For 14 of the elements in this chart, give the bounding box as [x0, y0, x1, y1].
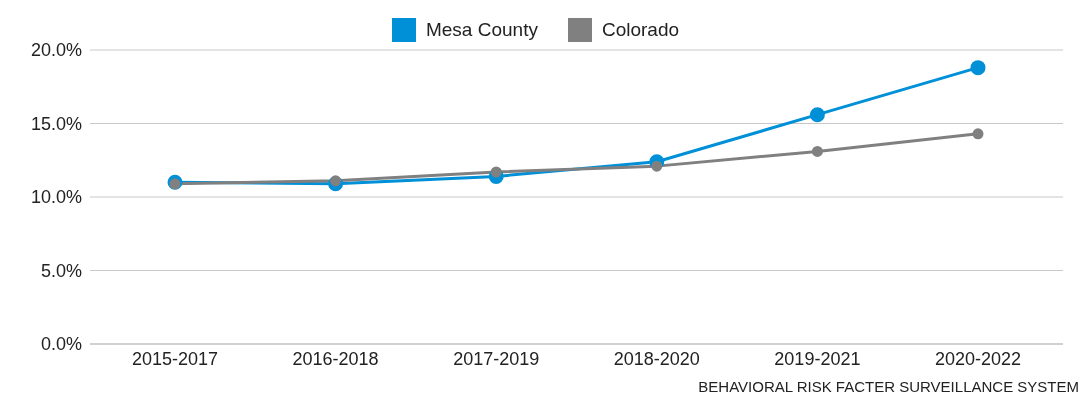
x-tick-label: 2016-2018 [292, 348, 379, 369]
y-tick-label: 5.0% [40, 260, 82, 281]
y-tick-label: 10.0% [30, 187, 82, 208]
x-tick-label: 2015-2017 [131, 348, 219, 369]
y-tick-label: 20.0% [30, 40, 82, 61]
legend-label: Mesa County [425, 19, 538, 41]
x-tick-label: 2017-2019 [453, 348, 540, 369]
legend-label: Colorado [601, 19, 680, 41]
y-tick-label: 15.0% [30, 113, 82, 134]
x-tick-label: 2019-2021 [774, 348, 861, 369]
y-tick-label: 0.0% [40, 334, 82, 355]
x-tick-label: 2018-2020 [613, 348, 700, 369]
x-tick-label: 2020-2022 [934, 348, 1022, 369]
text: BEHAVIORAL RISK FACTER SURVEILLANCE SYSTEM [698, 378, 1079, 395]
